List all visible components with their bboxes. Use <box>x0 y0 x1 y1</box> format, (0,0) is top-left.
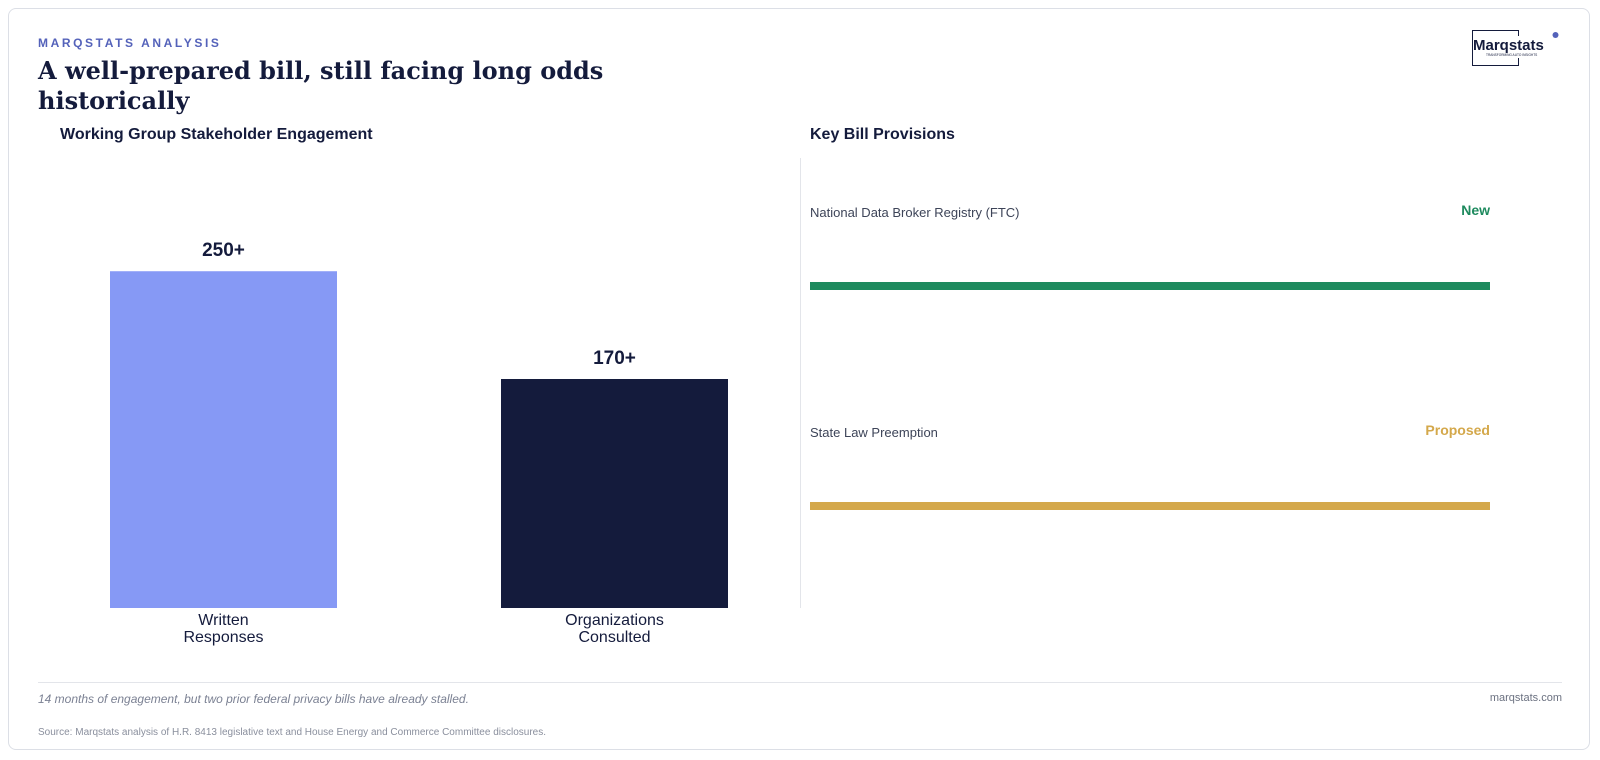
left-panel-title: Working Group Stakeholder Engagement <box>60 126 373 143</box>
bar-written-responses <box>110 271 337 608</box>
logo-bg <box>1473 36 1559 58</box>
kicker: MARQSTATS ANALYSIS <box>38 36 222 50</box>
logo-text: Marqstats <box>1473 37 1544 54</box>
marqstats-logo: Marqstats TRANSFORMING AUTO INSIGHTS <box>1472 30 1559 66</box>
data-label: 170+ <box>593 348 636 369</box>
provision-label-registry: National Data Broker Registry (FTC) <box>810 205 1020 220</box>
provision-label-preemption: State Law Preemption <box>810 425 938 440</box>
data-label: 250+ <box>202 240 245 261</box>
bar-organizations-consulted <box>501 379 728 608</box>
footer-source: Source: Marqstats analysis of H.R. 8413 … <box>38 727 547 738</box>
category-label: Organizations <box>565 612 664 629</box>
category-label: Responses <box>183 629 263 646</box>
category-label: Written <box>198 612 248 629</box>
logo-tagline: TRANSFORMING AUTO INSIGHTS <box>1486 53 1537 57</box>
provision-status-new: New <box>1461 202 1490 218</box>
footer-note: 14 months of engagement, but two prior f… <box>38 692 469 706</box>
panel-divider <box>800 158 801 608</box>
provision-bar-registry <box>810 282 1490 290</box>
footer-divider <box>38 682 1562 683</box>
page-title: A well-prepared bill, still facing long … <box>38 56 604 115</box>
provision-bar-preemption <box>810 502 1490 510</box>
footer-site: marqstats.com <box>1489 692 1562 704</box>
right-panel-title: Key Bill Provisions <box>810 126 955 143</box>
category-label: Consulted <box>578 629 650 646</box>
provision-status-proposed: Proposed <box>1425 422 1490 438</box>
logo-dot <box>1552 32 1559 38</box>
